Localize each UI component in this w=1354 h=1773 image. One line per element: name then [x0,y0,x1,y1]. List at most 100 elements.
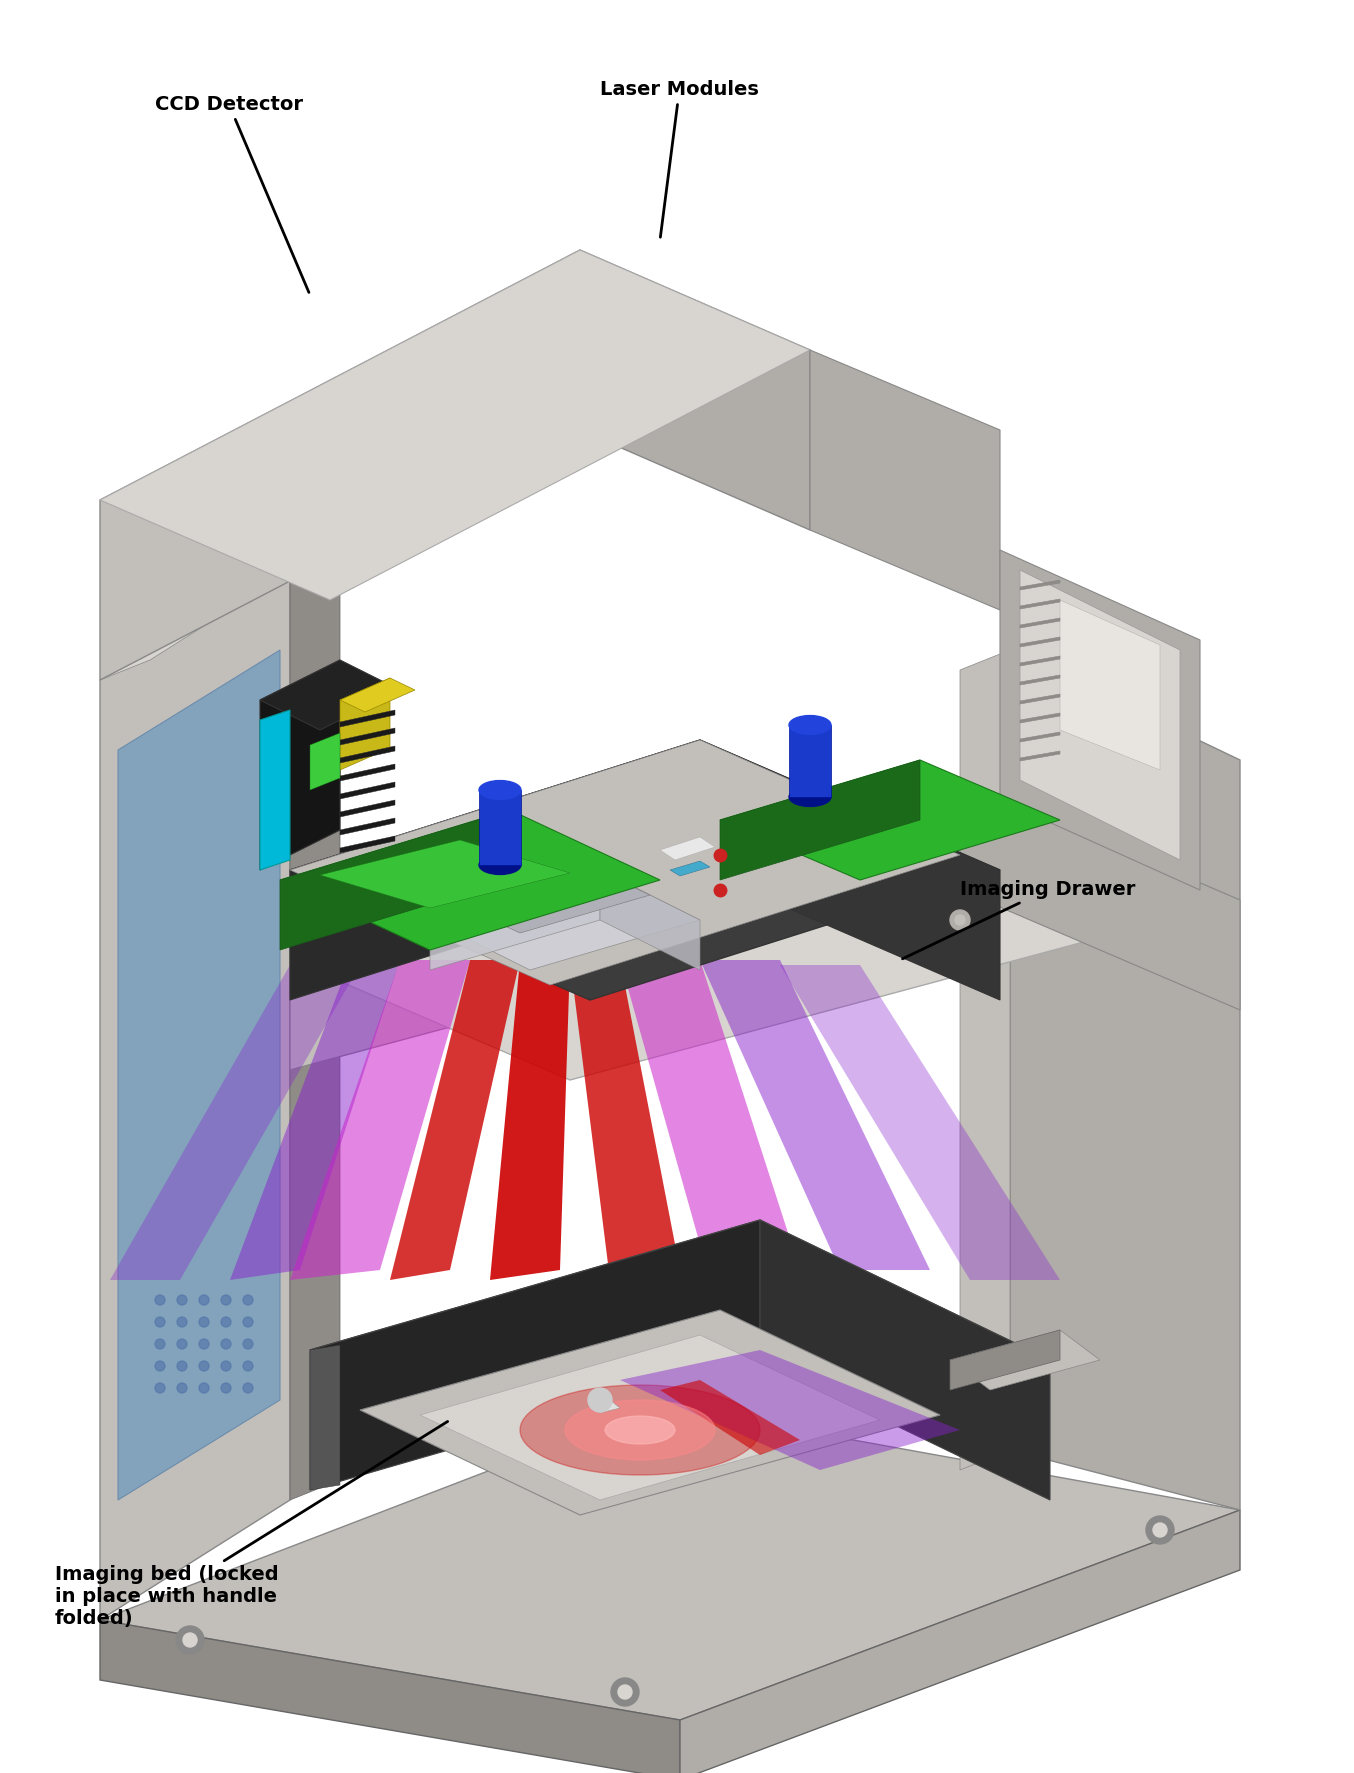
Polygon shape [290,739,960,986]
Circle shape [199,1339,209,1349]
Circle shape [910,830,930,849]
Circle shape [686,1406,714,1434]
Polygon shape [620,959,800,1280]
Text: CCD Detector: CCD Detector [154,96,309,293]
Polygon shape [290,959,470,1280]
Polygon shape [951,1330,1099,1390]
Circle shape [693,1413,707,1427]
Polygon shape [360,1310,940,1514]
Polygon shape [1020,637,1060,647]
Polygon shape [1060,599,1160,769]
Circle shape [242,1362,253,1371]
Polygon shape [1020,676,1060,684]
Polygon shape [760,1220,1049,1500]
Polygon shape [340,837,395,853]
Circle shape [242,1294,253,1305]
Polygon shape [100,560,290,1621]
Text: Imaging bed (locked
in place with handle
folded): Imaging bed (locked in place with handle… [56,1422,448,1628]
Polygon shape [700,959,930,1269]
Polygon shape [100,250,810,599]
Circle shape [588,1388,612,1411]
Ellipse shape [789,716,831,734]
Polygon shape [1001,550,1200,890]
Circle shape [221,1383,232,1394]
Polygon shape [1020,732,1060,741]
Polygon shape [670,862,709,876]
Polygon shape [110,965,360,1280]
Polygon shape [659,1379,800,1456]
Polygon shape [810,349,1001,610]
Circle shape [154,1294,165,1305]
Ellipse shape [479,856,521,874]
Circle shape [177,1294,187,1305]
Polygon shape [590,1401,620,1413]
Circle shape [951,910,969,931]
Circle shape [176,1626,204,1654]
Polygon shape [720,761,1060,879]
Polygon shape [479,791,521,865]
Circle shape [242,1339,253,1349]
Circle shape [154,1383,165,1394]
Polygon shape [118,651,280,1500]
Circle shape [199,1383,209,1394]
Circle shape [177,1362,187,1371]
Polygon shape [340,709,395,727]
Polygon shape [1020,713,1060,723]
Polygon shape [951,1330,1060,1390]
Circle shape [154,1339,165,1349]
Polygon shape [280,810,659,950]
Circle shape [221,1339,232,1349]
Polygon shape [420,1335,880,1500]
Polygon shape [280,810,510,950]
Polygon shape [450,862,650,933]
Ellipse shape [605,1417,676,1443]
Ellipse shape [479,780,521,800]
Polygon shape [310,1220,760,1489]
Polygon shape [340,746,395,762]
Polygon shape [340,782,395,800]
Polygon shape [100,1621,680,1773]
Polygon shape [100,541,340,681]
Circle shape [177,1339,187,1349]
Circle shape [242,1317,253,1326]
Polygon shape [340,729,395,745]
Polygon shape [1020,599,1060,608]
Polygon shape [310,1346,340,1489]
Polygon shape [490,959,570,1280]
Polygon shape [100,1404,1240,1720]
Circle shape [154,1317,165,1326]
Polygon shape [230,959,399,1280]
Polygon shape [1020,656,1060,667]
Polygon shape [431,871,700,970]
Polygon shape [431,871,600,970]
Polygon shape [1020,619,1060,628]
Circle shape [221,1317,232,1326]
Polygon shape [600,871,700,970]
Text: Laser Modules: Laser Modules [600,80,758,238]
Circle shape [955,915,965,926]
Polygon shape [720,761,919,879]
Ellipse shape [789,787,831,807]
Polygon shape [620,1349,960,1470]
Polygon shape [340,800,395,817]
Polygon shape [310,1220,1049,1489]
Polygon shape [1010,651,1240,1511]
Circle shape [221,1362,232,1371]
Polygon shape [290,739,1001,1000]
Polygon shape [340,677,414,713]
Polygon shape [320,840,570,908]
Polygon shape [1020,580,1060,590]
Ellipse shape [565,1401,715,1459]
Polygon shape [260,709,290,871]
Polygon shape [260,660,399,730]
Polygon shape [680,1511,1240,1773]
Polygon shape [340,817,395,835]
Polygon shape [290,780,1240,1080]
Polygon shape [780,965,1060,1280]
Polygon shape [1020,752,1060,761]
Polygon shape [340,764,395,780]
Circle shape [199,1362,209,1371]
Polygon shape [290,739,700,1000]
Circle shape [242,1383,253,1394]
Circle shape [617,1684,632,1699]
